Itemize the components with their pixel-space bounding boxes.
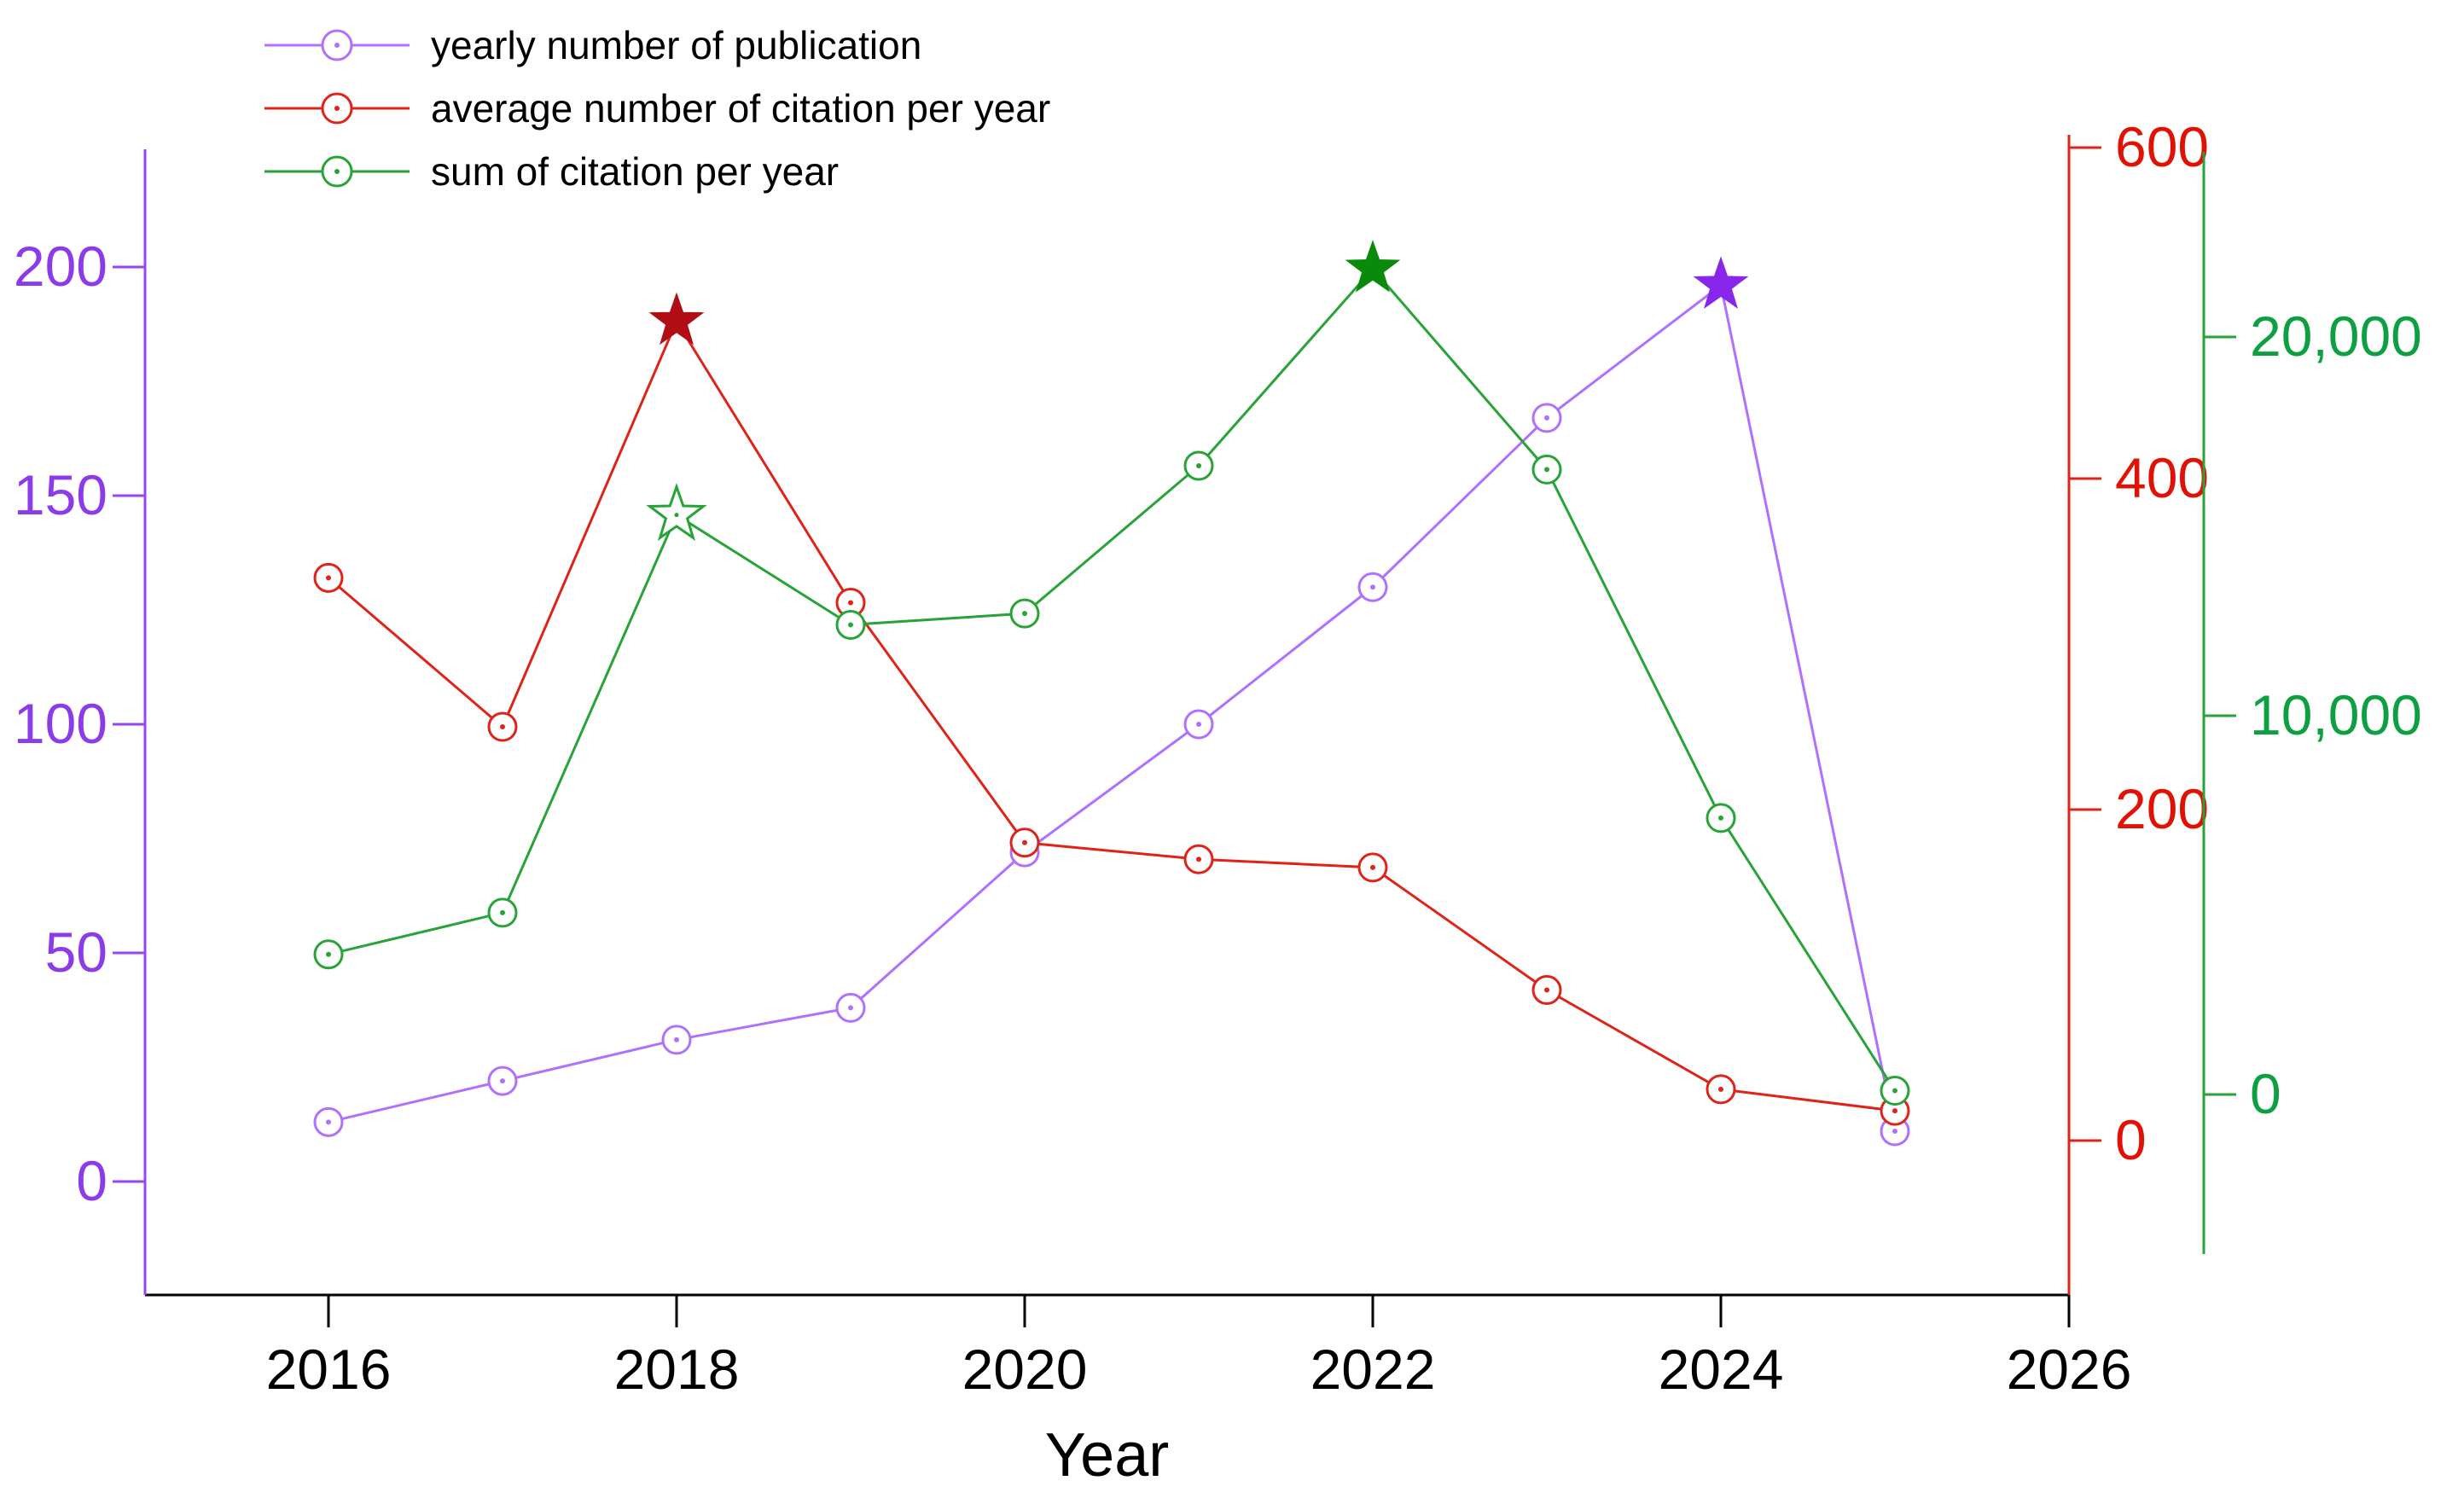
legend: yearly number of publication average numb… (264, 23, 1050, 194)
marker-dot (1718, 1086, 1723, 1092)
y-axis-tick-label: 0 (2115, 1108, 2147, 1171)
x-axis-tick-label: 2022 (1310, 1338, 1436, 1401)
marker-dot (1370, 584, 1375, 590)
y-axis-tick-label: 600 (2115, 115, 2209, 178)
star-marker-avg-citation-2018 (648, 292, 705, 345)
legend-label: yearly number of publication (431, 23, 921, 67)
y-axis-left: 0 50 100 150 200 (14, 149, 147, 1295)
series-avg-citation (313, 292, 1910, 1126)
x-axis-tick-label: 2016 (266, 1338, 392, 1401)
marker-dot (1544, 467, 1549, 473)
marker-dot (1544, 415, 1549, 421)
series-line-publications (328, 282, 1897, 1132)
y-axis-tick-label: 10,000 (2250, 683, 2422, 746)
x-axis-tick-label: 2020 (962, 1338, 1088, 1401)
marker-dot (1022, 611, 1027, 617)
marker-dot (848, 600, 853, 606)
marker-dot (848, 622, 853, 628)
marker-dot (1718, 815, 1723, 821)
marker-dot (1022, 839, 1027, 845)
x-axis-tick-label: 2024 (1659, 1338, 1784, 1401)
legend-item-avg-citation: average number of citation per year (264, 86, 1050, 131)
y-axis-tick-label: 20,000 (2250, 305, 2422, 368)
marker-dot (326, 1119, 331, 1125)
x-axis-title: Year (1045, 1421, 1169, 1489)
y-axis-tick-label: 200 (14, 235, 108, 298)
marker-dot (1892, 1088, 1897, 1094)
legend-label: sum of citation per year (431, 149, 839, 194)
legend-marker-dot (334, 43, 340, 48)
x-axis: 2016 2018 2020 2022 2024 2026 Year (145, 1293, 2132, 1489)
y-axis-tick-label: 0 (2250, 1062, 2281, 1125)
star-marker-sum-citation-2022 (1345, 240, 1401, 293)
marker-dot (674, 1036, 679, 1042)
y-axis-tick-label: 100 (14, 692, 108, 755)
marker-dot (500, 1078, 505, 1084)
marker-dot (674, 513, 679, 518)
x-axis-tick-label: 2026 (2007, 1338, 2132, 1401)
marker-dot (326, 575, 331, 581)
y-axis-tick-label: 0 (76, 1149, 108, 1212)
y-axis-right-avg: 0 200 400 600 (2067, 115, 2209, 1295)
marker-dot (1196, 722, 1201, 727)
marker-dot (500, 909, 505, 915)
y-axis-tick-label: 200 (2115, 777, 2209, 840)
marker-dot (848, 1005, 853, 1011)
legend-marker-dot (334, 106, 340, 111)
marker-dot (1370, 864, 1375, 870)
open-star-marker-sum-citation-2018 (646, 483, 707, 542)
legend-item-publications: yearly number of publication (264, 23, 921, 67)
y-axis-tick-label: 400 (2115, 446, 2209, 509)
star-marker-publications-2024 (1693, 256, 1749, 309)
y-axis-right-sum: 0 10,000 20,000 (2202, 152, 2422, 1254)
x-axis-tick-label: 2018 (614, 1338, 740, 1401)
series-line-avg-citation (328, 318, 1896, 1112)
marker-dot (1892, 1129, 1897, 1135)
series-sum-citation (313, 240, 1910, 1106)
marker-dot (326, 951, 331, 957)
marker-dot (1196, 856, 1201, 862)
marker-dot (500, 724, 505, 729)
y-axis-tick-label: 50 (45, 920, 108, 984)
legend-item-sum-citation: sum of citation per year (264, 149, 839, 194)
y-axis-tick-label: 150 (14, 463, 108, 526)
marker-dot (1544, 987, 1549, 993)
series-line-sum-citation (328, 266, 1897, 1092)
legend-marker-dot (334, 169, 340, 174)
legend-label: average number of citation per year (431, 86, 1050, 131)
marker-dot (1196, 462, 1201, 468)
marker-dot (1892, 1108, 1897, 1114)
series-publications (313, 256, 1910, 1147)
